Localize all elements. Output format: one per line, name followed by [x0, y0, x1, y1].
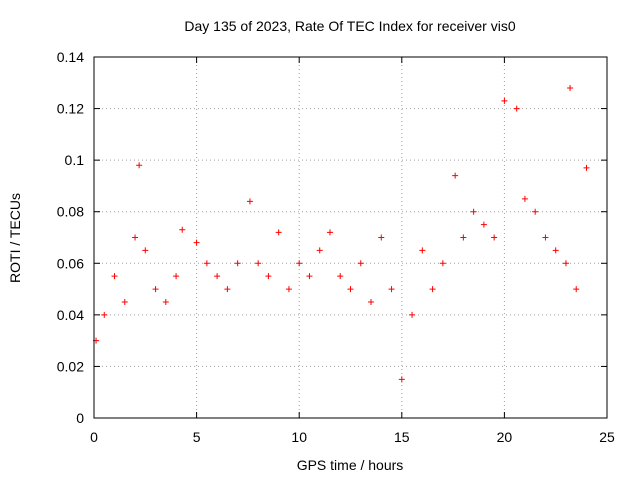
- data-point: [357, 260, 364, 267]
- data-point: [255, 260, 262, 267]
- data-point: [480, 221, 487, 228]
- x-tick-label: 0: [90, 429, 98, 445]
- data-point: [388, 286, 395, 293]
- data-point: [121, 298, 128, 305]
- data-point: [491, 234, 498, 241]
- data-point: [326, 229, 333, 236]
- data-point: [285, 286, 292, 293]
- x-axis-label: GPS time / hours: [296, 457, 404, 473]
- data-point: [101, 311, 108, 318]
- data-point: [562, 260, 569, 267]
- y-tick-label: 0.08: [57, 204, 84, 220]
- data-point: [501, 97, 508, 104]
- plot-frame: [93, 56, 608, 419]
- data-point: [552, 247, 559, 254]
- y-tick-label: 0.1: [65, 152, 85, 168]
- y-tick-label: 0.12: [57, 101, 84, 117]
- data-point: [378, 234, 385, 241]
- data-point: [573, 286, 580, 293]
- data-point: [162, 298, 169, 305]
- y-tick-label: 0: [76, 410, 84, 426]
- data-point: [337, 273, 344, 280]
- data-point: [246, 198, 253, 205]
- data-point: [398, 376, 405, 383]
- data-point: [136, 162, 143, 169]
- x-tick-label: 25: [599, 429, 615, 445]
- y-tick-label: 0.02: [57, 358, 84, 374]
- data-point: [132, 234, 139, 241]
- data-point: [193, 239, 200, 246]
- data-point: [439, 260, 446, 267]
- data-point: [460, 234, 467, 241]
- data-point: [179, 226, 186, 233]
- data-point: [152, 286, 159, 293]
- data-point: [265, 273, 272, 280]
- data-point: [296, 260, 303, 267]
- data-point: [142, 247, 149, 254]
- data-point: [429, 286, 436, 293]
- data-point: [214, 273, 221, 280]
- y-tick-label: 0.06: [57, 255, 84, 271]
- y-tick-label: 0.14: [57, 49, 84, 65]
- data-point: [224, 286, 231, 293]
- data-point: [567, 84, 574, 91]
- data-point: [173, 273, 180, 280]
- x-tick-label: 15: [394, 429, 410, 445]
- data-point: [542, 234, 549, 241]
- y-axis-label: ROTI / TECUs: [7, 193, 23, 283]
- data-point: [316, 247, 323, 254]
- chart-title: Day 135 of 2023, Rate Of TEC Index for r…: [184, 18, 516, 34]
- data-point: [347, 286, 354, 293]
- data-point: [234, 260, 241, 267]
- data-point: [409, 311, 416, 318]
- x-tick-label: 20: [497, 429, 513, 445]
- data-point: [111, 273, 118, 280]
- x-tick-label: 10: [291, 429, 307, 445]
- data-point: [583, 164, 590, 171]
- y-tick-label: 0.04: [57, 307, 84, 323]
- data-point: [452, 172, 459, 179]
- x-tick-label: 5: [193, 429, 201, 445]
- data-point: [513, 105, 520, 112]
- data-point: [470, 208, 477, 215]
- data-point: [521, 195, 528, 202]
- data-point: [419, 247, 426, 254]
- data-point: [203, 260, 210, 267]
- data-point: [275, 229, 282, 236]
- data-point: [306, 273, 313, 280]
- data-point: [368, 298, 375, 305]
- data-point: [532, 208, 539, 215]
